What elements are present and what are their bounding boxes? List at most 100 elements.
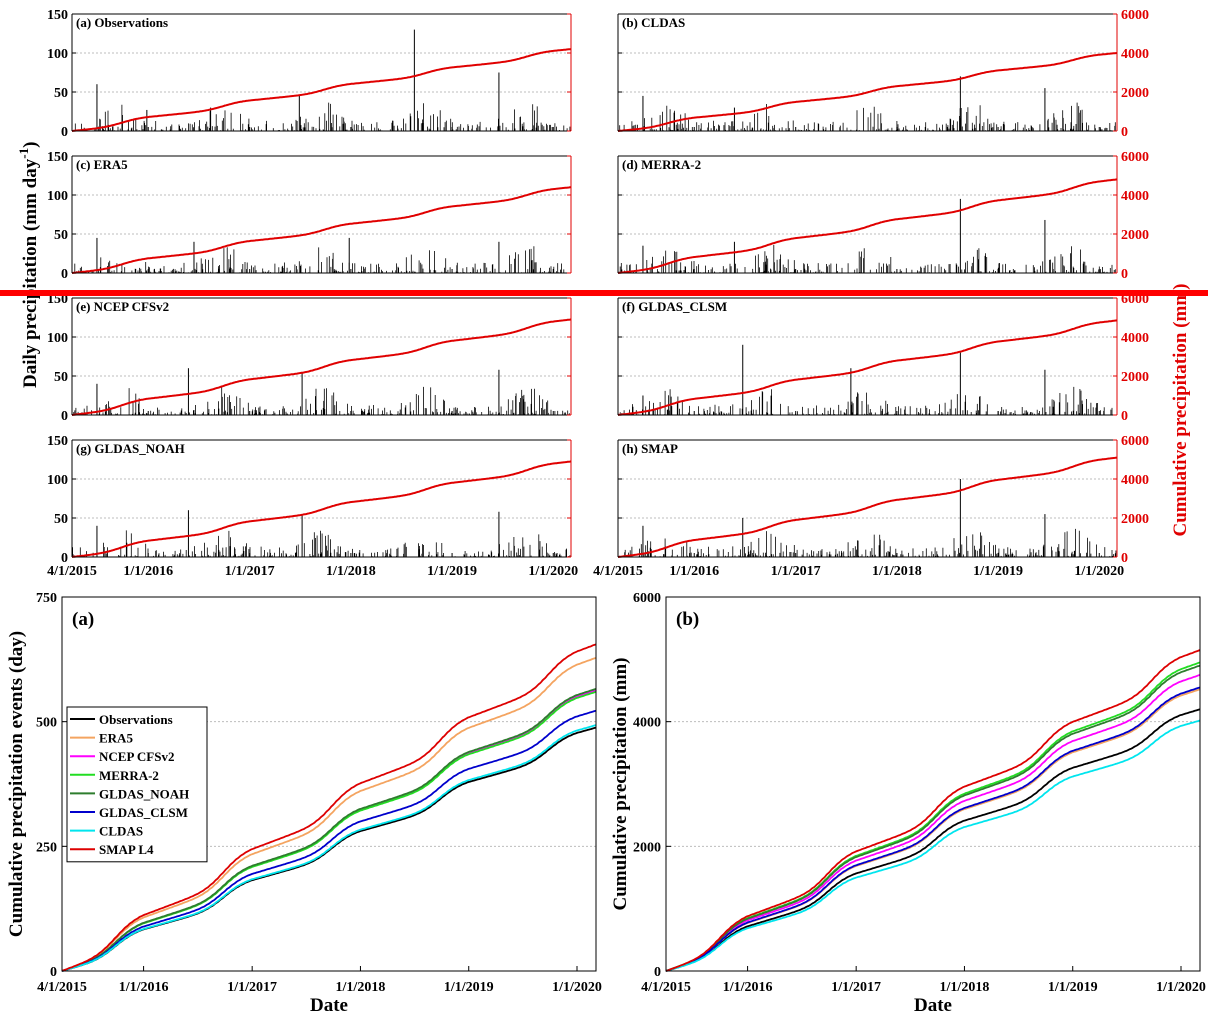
right-tick-label: 0 <box>1121 409 1128 424</box>
cumulative-precip-line <box>617 319 1118 416</box>
cumulative-precip-line <box>71 186 572 274</box>
x-tick-label: 1/1/2017 <box>831 980 881 995</box>
cumulative-precip-line <box>71 48 572 132</box>
left-tick-label: 100 <box>47 189 68 204</box>
series-line-era5 <box>61 656 597 972</box>
series-line-gldas-clsm <box>61 709 597 972</box>
legend-label: MERRA-2 <box>99 768 159 783</box>
cumulative-precip-line <box>617 456 1118 558</box>
panel-title: (f) GLDAS_CLSM <box>622 299 727 314</box>
red-divider-line <box>0 290 1208 296</box>
series-line-ncep-cfsv2 <box>665 674 1201 972</box>
left-tick-label: 100 <box>47 47 68 62</box>
left-tick-label: 150 <box>47 150 68 165</box>
x-tick-label: 4/1/2015 <box>641 980 691 995</box>
right-tick-label: 4000 <box>1121 473 1149 488</box>
x-tick-label: 1/1/2018 <box>326 564 376 579</box>
x-tick-label: 1/1/2020 <box>528 564 578 579</box>
left-tick-label: 0 <box>61 267 68 282</box>
left-tick-label: 50 <box>54 228 68 243</box>
bottom-panels-group: 0 250 500 750 4/1/2015 1/1/2016 1/1/2017 1/1/20… <box>6 591 1206 1016</box>
right-tick-label: 0 <box>1121 267 1128 282</box>
cumulative-precip-line <box>617 178 1118 274</box>
x-tick-label: 1/1/2019 <box>427 564 477 579</box>
x-tick-label: 1/1/2017 <box>771 564 821 579</box>
left-tick-label: 50 <box>54 370 68 385</box>
x-axis-label: Date <box>914 995 952 1016</box>
x-tick-label: 4/1/2015 <box>47 564 97 579</box>
panel-label: (a) <box>72 609 94 630</box>
x-tick-label: 1/1/2017 <box>225 564 275 579</box>
right-tick-label: 0 <box>1121 125 1128 140</box>
right-tick-label: 6000 <box>1121 434 1149 449</box>
legend-label: NCEP CFSv2 <box>99 749 174 764</box>
y-axis-label: Cumulative precipitation events (day) <box>6 631 27 937</box>
plot-frame <box>665 596 1201 972</box>
series-line-smap-l4 <box>61 643 597 972</box>
x-tick-label: 1/1/2018 <box>872 564 922 579</box>
legend-box <box>66 706 208 863</box>
right-tick-label: 4000 <box>1121 47 1149 62</box>
top-panel-7: 0 50 100 150 4/1/2015 1/1/2016 1/1/2017 1/1/201… <box>47 434 578 579</box>
y-tick-label: 4000 <box>633 716 661 731</box>
legend-label: CLDAS <box>99 824 143 839</box>
cumulative-precip-line <box>71 460 572 558</box>
top-panel-4: 0 2000 4000 6000 (d) MERRA-2 <box>617 150 1149 282</box>
x-tick-label: 4/1/2015 <box>37 980 87 995</box>
series-line-merra-2 <box>665 661 1201 972</box>
x-tick-label: 4/1/2015 <box>593 564 643 579</box>
top-panel-2: 0 2000 4000 6000 (b) CLDAS <box>617 8 1149 140</box>
y-tick-label: 750 <box>36 591 57 606</box>
x-tick-label: 1/1/2020 <box>1074 564 1124 579</box>
top-ylabel-left-sup: -1 <box>16 148 31 159</box>
right-tick-label: 4000 <box>1121 331 1149 346</box>
left-tick-label: 0 <box>61 409 68 424</box>
y-tick-label: 500 <box>36 716 57 731</box>
cumulative-precip-line <box>617 52 1118 132</box>
daily-precip-bars <box>618 102 1116 131</box>
x-tick-label: 1/1/2018 <box>336 980 386 995</box>
y-tick-label: 250 <box>36 840 57 855</box>
legend: Observations ERA5 NCEP CFSv2 MERRA-2 GLDAS_N… <box>66 706 208 863</box>
x-tick-label: 1/1/2019 <box>973 564 1023 579</box>
cumulative-precip-line <box>71 318 572 416</box>
left-tick-label: 0 <box>61 125 68 140</box>
left-tick-label: 150 <box>47 434 68 449</box>
legend-label: SMAP L4 <box>99 842 154 857</box>
panel-title: (g) GLDAS_NOAH <box>76 441 185 456</box>
panel-title: (c) ERA5 <box>76 157 128 172</box>
bottom-panel-2: 0 2000 4000 6000 4/1/2015 1/1/2016 1/1/2017 1/1… <box>610 591 1206 1016</box>
left-tick-label: 150 <box>47 8 68 23</box>
series-line-gldas-noah <box>61 687 597 972</box>
series-line-smap-l4 <box>665 649 1201 972</box>
y-tick-label: 6000 <box>633 591 661 606</box>
x-tick-label: 1/1/2019 <box>444 980 494 995</box>
top-panel-1: 0 50 100 150 (a) Observations <box>47 8 572 140</box>
x-tick-label: 1/1/2016 <box>669 564 719 579</box>
left-tick-label: 100 <box>47 473 68 488</box>
top-ylabel-left: Daily precipitation (mm day-1) <box>16 142 41 388</box>
top-ylabel-right: Cumulative precipitation (mm) <box>1170 284 1191 537</box>
daily-precip-bars <box>619 386 1113 415</box>
daily-precip-bars <box>74 246 571 273</box>
top-ylabel-left-main: Daily precipitation (mm day <box>20 158 41 388</box>
left-tick-label: 50 <box>54 512 68 527</box>
plot-frame <box>61 596 597 972</box>
daily-precip-bars <box>72 530 571 557</box>
x-tick-label: 1/1/2017 <box>227 980 277 995</box>
panel-title: (b) CLDAS <box>622 15 685 30</box>
x-tick-label: 1/1/2016 <box>123 564 173 579</box>
x-tick-label: 1/1/2016 <box>723 980 773 995</box>
right-tick-label: 2000 <box>1121 86 1149 101</box>
bottom-panel-1: 0 250 500 750 4/1/2015 1/1/2016 1/1/2017 1/1/20… <box>6 591 602 1016</box>
right-tick-label: 2000 <box>1121 370 1149 385</box>
x-tick-label: 1/1/2019 <box>1048 980 1098 995</box>
legend-label: ERA5 <box>99 731 133 746</box>
x-tick-label: 1/1/2020 <box>1156 980 1206 995</box>
series-line-gldas-noah <box>665 664 1201 972</box>
y-axis-label: Cumulative precipitation (mm) <box>610 658 631 911</box>
left-tick-label: 100 <box>47 331 68 346</box>
